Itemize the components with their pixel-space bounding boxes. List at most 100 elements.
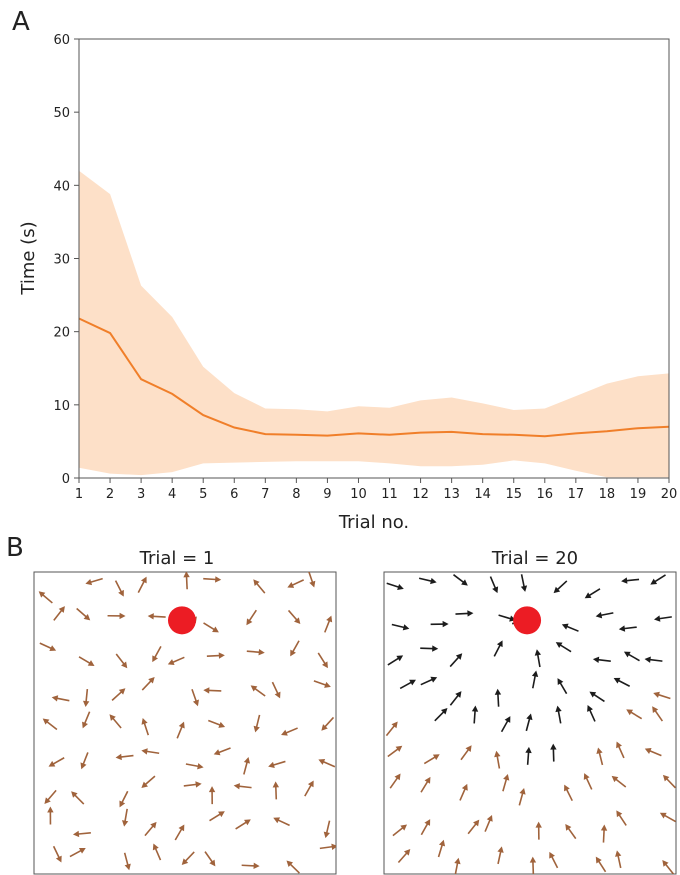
vector-arrow xyxy=(500,716,511,733)
vector-arrow xyxy=(71,791,85,805)
vector-arrow xyxy=(253,579,266,594)
vector-arrow xyxy=(121,808,129,827)
x-tick-label: 17 xyxy=(568,487,585,502)
vector-arrow xyxy=(595,856,607,873)
vector-arrow xyxy=(389,773,401,789)
vector-arrow xyxy=(53,606,65,621)
confidence-band xyxy=(79,170,669,478)
vector-arrow xyxy=(535,821,542,840)
vector-arrow xyxy=(152,843,162,861)
goal-marker xyxy=(513,606,542,635)
vector-arrow xyxy=(621,577,640,584)
vector-arrow xyxy=(420,676,438,686)
vector-arrow xyxy=(644,748,662,757)
vector-arrow xyxy=(397,848,411,864)
vector-arrow xyxy=(183,781,202,788)
vector-arrow xyxy=(525,746,532,765)
vector-arrow xyxy=(618,625,637,632)
y-axis-label: Time (s) xyxy=(18,221,39,295)
vector-arrow xyxy=(616,810,627,826)
vector-arrow xyxy=(272,781,280,800)
y-tick-label: 60 xyxy=(53,33,70,48)
vector-arrow xyxy=(304,780,314,797)
vector-arrow xyxy=(268,760,286,768)
vector-arrow xyxy=(423,754,440,765)
vector-arrow xyxy=(653,691,671,700)
vector-arrow xyxy=(287,579,305,588)
vector-arrow xyxy=(600,824,608,843)
vector-arrow xyxy=(561,623,579,632)
x-tick-label: 13 xyxy=(443,487,460,502)
vector-arrow xyxy=(564,784,573,802)
x-tick-label: 19 xyxy=(630,487,647,502)
vector-arrow xyxy=(471,705,479,724)
vector-arrow xyxy=(386,582,404,591)
vector-arrow xyxy=(250,685,266,697)
vector-arrow xyxy=(430,620,449,628)
subplot-title-trial-20: Trial = 20 xyxy=(491,548,578,569)
vector-arrow xyxy=(455,610,474,617)
vector-arrow xyxy=(313,680,331,688)
panel-label-a: A xyxy=(12,7,30,37)
vector-arrow xyxy=(459,783,468,801)
vector-arrow xyxy=(204,851,216,867)
vector-arrow xyxy=(209,811,225,822)
x-axis-label: Trial no. xyxy=(338,512,409,533)
vector-arrow xyxy=(615,850,622,869)
vector-arrow xyxy=(323,820,331,839)
vector-arrow xyxy=(454,857,461,874)
x-tick-label: 15 xyxy=(505,487,522,502)
vector-arrow xyxy=(392,824,408,837)
vector-arrow xyxy=(213,747,231,756)
vector-arrow xyxy=(72,830,91,838)
vector-arrow xyxy=(531,670,539,689)
vector-arrow xyxy=(555,705,562,724)
vector-arrow xyxy=(460,745,472,761)
vector-arrow xyxy=(549,851,559,869)
vector-arrow xyxy=(44,789,57,805)
vector-arrow xyxy=(52,845,62,863)
x-tick-label: 7 xyxy=(261,487,269,502)
vector-arrow xyxy=(137,576,147,593)
vector-arrow xyxy=(241,862,260,870)
vector-arrow xyxy=(484,815,493,832)
time-per-trial-chart: Trial no. Time (s) 1 2 3 4 5 6 7 8 9 10 11 12 13 14 15… xyxy=(18,33,677,533)
vector-arrow xyxy=(174,824,185,841)
vector-arrow xyxy=(555,642,572,653)
vector-arrow xyxy=(114,580,124,597)
vector-arrow xyxy=(144,821,157,837)
vector-arrow xyxy=(48,757,65,767)
vector-arrow xyxy=(324,615,333,633)
vector-arrow xyxy=(662,774,676,789)
vector-arrow xyxy=(553,580,568,594)
vector-arrow xyxy=(497,846,504,865)
vector-arrow xyxy=(467,819,480,835)
vector-arrow xyxy=(141,718,150,736)
vector-arrow xyxy=(206,652,225,659)
vector-arrow xyxy=(185,763,204,770)
vector-arrow xyxy=(611,775,627,788)
vector-arrow xyxy=(387,655,404,666)
vector-arrow xyxy=(39,642,57,652)
mean-time-line xyxy=(78,317,670,438)
y-tick-label: 40 xyxy=(53,179,70,194)
x-tick-label: 20 xyxy=(661,487,678,502)
y-tick-label: 0 xyxy=(62,472,70,487)
panel-label-b: B xyxy=(6,533,24,563)
vector-arrow xyxy=(319,843,336,850)
vector-arrow xyxy=(47,806,54,825)
vector-arrow xyxy=(78,656,95,666)
x-tick-label: 12 xyxy=(412,487,429,502)
x-tick-label: 5 xyxy=(199,487,207,502)
vector-arrow xyxy=(281,727,298,736)
x-tick-label: 10 xyxy=(350,487,367,502)
vector-arrow xyxy=(534,649,542,668)
vector-arrow xyxy=(107,612,126,620)
y-tick-label: 50 xyxy=(53,106,70,121)
vector-arrow xyxy=(235,819,251,830)
vector-arrow xyxy=(181,851,195,865)
vector-arrow xyxy=(494,688,502,707)
vector-arrow xyxy=(318,759,336,768)
vector-arrow xyxy=(525,713,533,732)
vector-arrow xyxy=(453,574,468,586)
